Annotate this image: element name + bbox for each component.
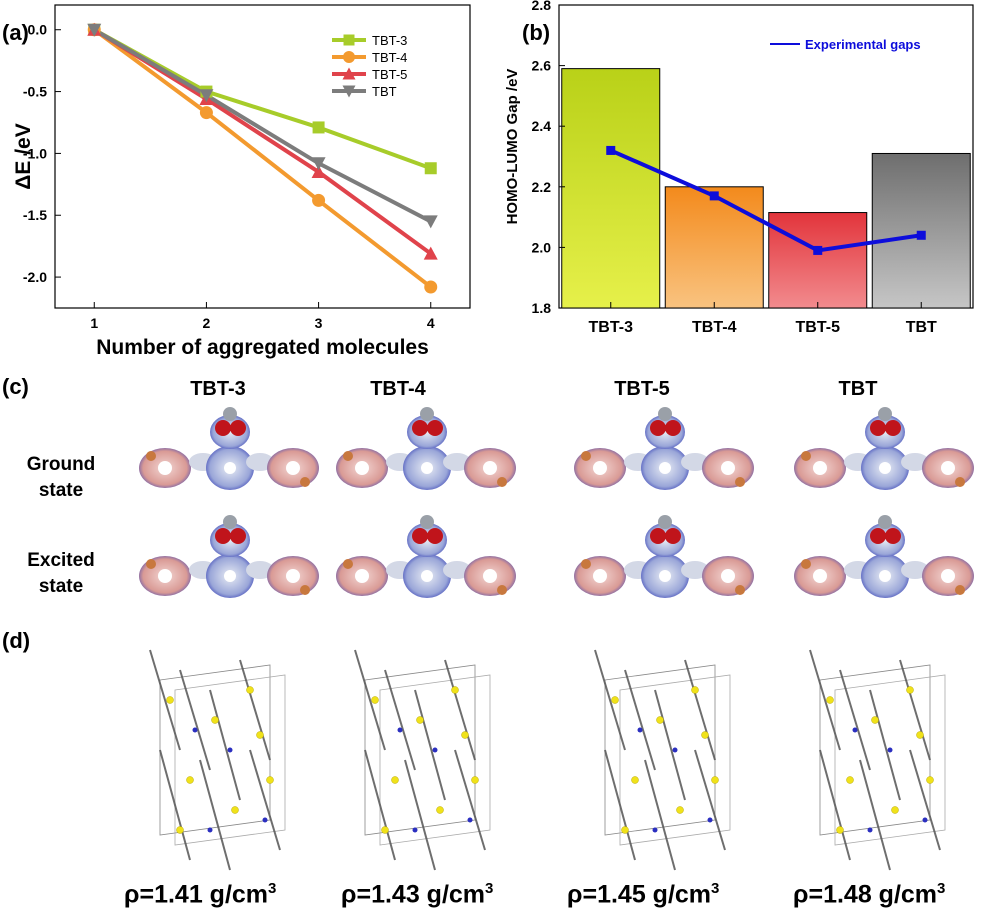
series-line-tbt	[93, 28, 432, 224]
density-tbt-text: ρ=1.48 g/cm	[793, 880, 938, 909]
y-tick-label-b: 2.6	[532, 58, 552, 74]
density-tbt-4: ρ=1.43 g/cm3	[341, 880, 493, 909]
column-title-tbt-5: TBT-5	[614, 378, 670, 400]
bar-tbt-3	[561, 68, 661, 309]
density-tbt: ρ=1.48 g/cm3	[793, 880, 945, 909]
legend-label-tbt-3: TBT-3	[372, 33, 407, 48]
bar-tbt-4	[664, 186, 764, 309]
x-tick-label-b: TBT-3	[589, 319, 634, 336]
experimental-gap-line	[609, 148, 922, 253]
panel-label-b: (b)	[522, 20, 551, 45]
esp-surface-tbt-5-ground	[574, 407, 754, 490]
column-title-tbt-3: TBT-3	[190, 378, 246, 400]
panel-label-d: (d)	[2, 628, 31, 653]
panel-label-a: (a)	[2, 20, 29, 45]
crystal-packing-tbt-5	[594, 649, 731, 871]
y-tick-label-a: -1.0	[23, 145, 47, 161]
point-tbt	[423, 215, 438, 229]
experimental-gap-point	[916, 230, 926, 240]
density-tbt-4-text: ρ=1.43 g/cm	[341, 880, 486, 909]
y-tick-label-a: -0.5	[23, 84, 47, 100]
esp-surface-tbt-3-excited	[139, 515, 319, 598]
plot-frame-b	[558, 4, 974, 309]
y-tick-label-a: -1.5	[23, 207, 47, 223]
x-tick-label-a: 3	[315, 315, 323, 331]
legend-label-tbt-5: TBT-5	[372, 67, 407, 82]
legend-label-tbt-4: TBT-4	[372, 50, 407, 65]
esp-surface-tbt-4-excited	[336, 515, 516, 598]
x-tick-label-b: TBT	[906, 319, 937, 336]
y-tick-label-b: 2.8	[532, 0, 552, 13]
row-title-ground-line2: state	[38, 480, 84, 501]
y-tick-label-a: 0.0	[28, 22, 48, 38]
y-tick-label-b: 2.4	[532, 118, 552, 134]
esp-surface-tbt-ground	[794, 407, 974, 490]
density-tbt-sup: 3	[937, 880, 946, 897]
y-tick-label-b: 2.0	[532, 239, 552, 255]
chart-a-energy-vs-aggregation: 0.0 -0.5 -1.0 -1.5 -2.0 1 2 3 4 Number of aggrega…	[12, 4, 471, 359]
column-title-tbt-4: TBT-4	[370, 378, 426, 400]
crystal-packing-tbt-4	[354, 649, 491, 871]
point-tbt-4	[312, 193, 326, 207]
y-tick-label-a: -2.0	[23, 269, 47, 285]
esp-surface-tbt-4-ground	[336, 407, 516, 490]
density-tbt-3-text: ρ=1.41 g/cm	[124, 880, 269, 909]
panel-label-c: (c)	[2, 374, 29, 399]
series-line-tbt-4	[93, 28, 432, 289]
point-tbt-5	[423, 246, 438, 260]
density-tbt-3-sup: 3	[268, 880, 277, 897]
point-tbt-3	[312, 121, 325, 134]
y-tick-label-b: 1.8	[532, 300, 552, 316]
esp-surface-tbt-3-ground	[139, 407, 319, 490]
x-tick-label-a: 2	[203, 315, 211, 331]
point-tbt-4	[199, 106, 213, 120]
row-title-ground-state: Ground state	[6, 452, 116, 504]
crystal-packing-tbt-3	[149, 649, 286, 871]
legend-marker-tbt-3	[343, 34, 355, 46]
plot-frame-a	[54, 4, 471, 309]
legend-marker-tbt	[342, 85, 356, 98]
legend-marker-tbt-4	[343, 51, 355, 63]
bar-tbt-5	[768, 212, 868, 309]
y-tick-label-b: 2.2	[532, 179, 552, 195]
esp-surface-tbt-5-excited	[574, 515, 754, 598]
experimental-gap-point	[709, 191, 719, 201]
experimental-gap-point	[606, 145, 616, 155]
density-tbt-5: ρ=1.45 g/cm3	[567, 880, 719, 909]
density-tbt-5-sup: 3	[711, 880, 720, 897]
row-title-excited-line2: state	[38, 576, 84, 597]
experimental-gap-point	[813, 245, 823, 255]
esp-surface-tbt-excited	[794, 515, 974, 598]
density-tbt-5-text: ρ=1.45 g/cm	[567, 880, 712, 909]
row-title-ground-line1: Ground	[26, 454, 96, 475]
x-tick-label-a: 4	[427, 315, 435, 331]
legend-label-tbt: TBT	[372, 84, 397, 99]
legend-label-experimental: Experimental gaps	[805, 37, 921, 52]
y-axis-label-a: ΔE /eV	[12, 123, 35, 189]
x-axis-label-a: Number of aggregated molecules	[96, 336, 429, 359]
density-tbt-3: ρ=1.41 g/cm3	[124, 880, 276, 909]
row-title-excited-line1: Excited	[27, 550, 95, 571]
bar-tbt	[871, 152, 971, 309]
x-tick-label-b: TBT-4	[692, 319, 737, 336]
y-axis-label-b: HOMO-LUMO Gap /eV	[504, 69, 521, 225]
density-tbt-4-sup: 3	[485, 880, 494, 897]
point-tbt	[87, 23, 102, 37]
x-tick-label-a: 1	[90, 315, 98, 331]
row-title-excited-state: Excited state	[6, 548, 116, 600]
legend-marker-tbt-5	[342, 67, 356, 80]
point-tbt	[199, 89, 214, 103]
chart-b-homo-lumo-gap: 1.8 2.0 2.2 2.4 2.6 2.8 TBT-3 TBT-4 TBT-5 TBT HOMO…	[504, 0, 974, 336]
x-tick-label-b: TBT-5	[796, 319, 841, 336]
point-tbt	[311, 157, 326, 171]
point-tbt-4	[424, 280, 438, 294]
point-tbt-5	[311, 164, 326, 178]
crystal-packing-tbt	[809, 649, 946, 871]
point-tbt-3	[424, 162, 437, 175]
column-title-tbt: TBT	[838, 378, 878, 400]
